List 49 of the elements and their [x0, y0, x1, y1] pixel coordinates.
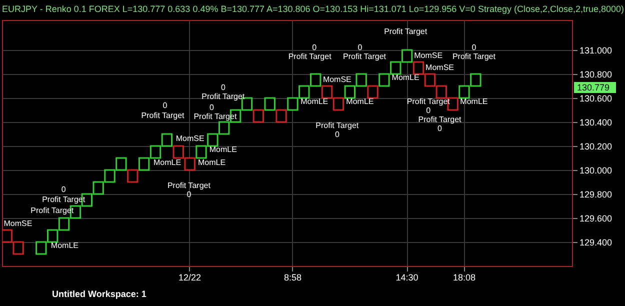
annotation: 0	[312, 43, 318, 52]
y-tick-label: 131.000	[580, 46, 612, 56]
y-tick-label: 130.200	[580, 142, 612, 152]
y-tick-label: 130.600	[580, 94, 612, 104]
annotation: MomLE	[300, 97, 328, 106]
annotation: MomSE	[426, 63, 454, 72]
y-tick-label: 129.600	[580, 214, 612, 224]
annotation: 0	[61, 185, 66, 194]
annotation: Profit Target	[288, 52, 332, 61]
annotation: 0	[472, 43, 477, 52]
y-tick-label: 129.400	[580, 238, 612, 248]
annotation: MomLE	[346, 97, 374, 106]
text: Untitled Workspace: 1	[52, 289, 146, 299]
annotation: Profit Target	[316, 121, 360, 130]
annotation: MomLE	[50, 241, 78, 250]
chart-title: EURJPY - Renko 0.1 FOREX L=130.777 0.633 0.49% B=130.777 A=130.806 O=130.153 Hi=131.071 Lo=129.956 V=0 Strategy (Close,2,Close,2,true,8000)	[2, 4, 624, 14]
annotation: 0	[186, 190, 192, 199]
annotation: Profit Target	[384, 27, 428, 36]
annotation: Profit Target	[167, 181, 212, 190]
annotation: MomSE	[4, 219, 32, 228]
annotation: MomLE	[392, 73, 420, 82]
annotation: 0	[426, 106, 432, 115]
annotation: MomSE	[176, 134, 204, 143]
annotation: 0	[220, 83, 226, 92]
y-tick-label: 130.400	[580, 118, 612, 128]
x-tick-label: 8:58	[284, 272, 302, 282]
annotation: MomLE	[154, 158, 182, 167]
annotation: MomLE	[198, 158, 226, 167]
annotation: MomSE	[414, 51, 443, 60]
y-tick-label: 130.800	[580, 70, 612, 80]
x-tick-label: 14:30	[396, 272, 418, 282]
annotation: Profit Target	[452, 52, 496, 61]
annotation: Profit Target	[343, 52, 387, 61]
annotation: MomLE	[460, 97, 488, 106]
y-tick-label: 130.000	[580, 166, 612, 176]
annotation: Profit Target	[418, 115, 462, 124]
annotation: Profit Target	[202, 92, 246, 101]
annotation: 0	[358, 43, 363, 52]
text: 130.779	[577, 82, 610, 92]
x-tick-label: 12/22	[178, 272, 202, 282]
annotation: MomLE	[209, 145, 237, 154]
annotation: 0	[162, 101, 168, 110]
annotation: 0	[438, 124, 443, 133]
annotation: Profit Target	[141, 111, 186, 120]
annotation: 0	[334, 130, 340, 139]
y-tick-label: 129.800	[580, 190, 612, 200]
annotation: MomSE	[322, 75, 352, 84]
annotation: 0	[210, 103, 215, 112]
x-tick-label: 18:08	[452, 272, 476, 282]
